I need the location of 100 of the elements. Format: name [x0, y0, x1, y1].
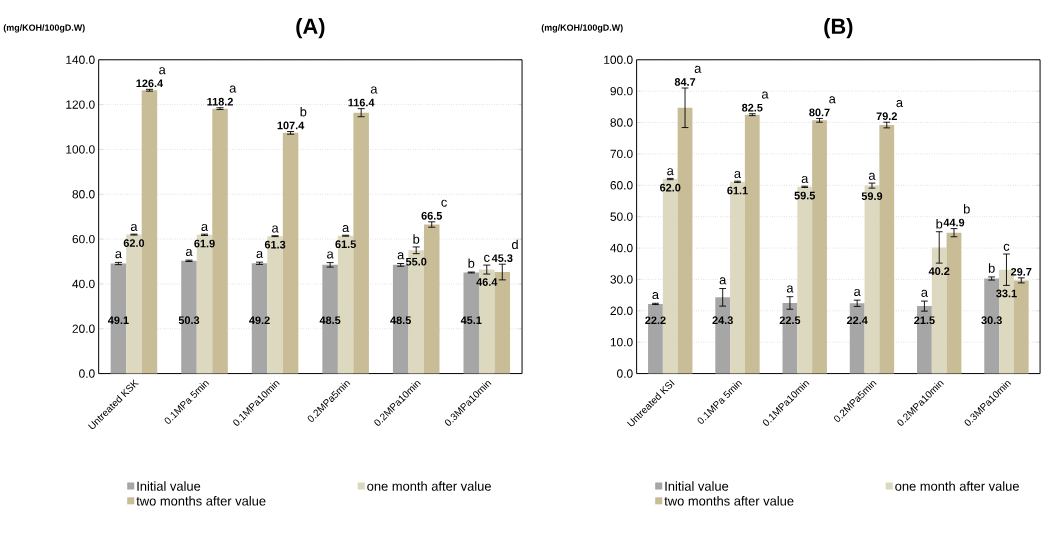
- annotation: a: [734, 170, 742, 179]
- annotation: a: [130, 223, 138, 231]
- data-label: 33.1: [996, 289, 1017, 298]
- legend-label: one month after value: [895, 481, 1019, 491]
- data-label: 22.5: [779, 316, 801, 325]
- data-label: 61.1: [727, 186, 748, 195]
- data-label: 48.5: [319, 316, 341, 325]
- data-label: 126.4: [136, 79, 164, 88]
- data-label: 118.2: [207, 97, 233, 106]
- data-label: 40.2: [928, 267, 950, 276]
- y-tick-label: 30.0: [610, 275, 633, 284]
- chart-title: (B): [824, 18, 853, 39]
- data-label: 22.4: [846, 316, 868, 325]
- annotation: a: [397, 252, 405, 260]
- legend-label: two months after value: [664, 496, 794, 506]
- y-tick-label: 50.0: [610, 212, 633, 221]
- annotation: a: [786, 285, 794, 293]
- data-label: 116.4: [348, 98, 375, 107]
- data-label: 59.9: [861, 192, 883, 201]
- annotation: a: [921, 289, 929, 297]
- annotation: a: [159, 67, 166, 75]
- annotation: b: [300, 106, 307, 117]
- bar: [251, 263, 268, 374]
- y-tick-label: 60.0: [610, 181, 633, 190]
- legend-label: Initial value: [137, 481, 201, 491]
- y-tick-label: 100.0: [66, 145, 95, 154]
- y-tick-label: 0.0: [79, 369, 95, 378]
- y-tick-label: 0.0: [617, 369, 633, 378]
- annotation: a: [694, 65, 702, 73]
- annotation: d: [511, 239, 518, 250]
- annotation: a: [272, 225, 279, 233]
- y-tick-label: 20.0: [72, 324, 95, 333]
- data-label: 59.5: [794, 191, 816, 200]
- data-label: 24.3: [712, 316, 733, 325]
- annotation: b: [988, 263, 995, 273]
- y-tick-label: 100.0: [604, 55, 633, 64]
- y-tick-label: 70.0: [610, 149, 633, 159]
- annotation: b: [468, 258, 475, 268]
- annotation: a: [719, 277, 727, 285]
- annotation: a: [370, 86, 378, 94]
- data-label: 62.0: [123, 239, 145, 247]
- data-label: 46.4: [476, 278, 498, 286]
- annotation: a: [185, 248, 193, 256]
- y-tick-label: 90.0: [610, 86, 633, 96]
- data-label: 44.9: [943, 218, 965, 227]
- annotation: a: [667, 168, 674, 176]
- y-tick-label: 140.0: [66, 55, 95, 64]
- annotation: c: [441, 199, 447, 207]
- data-label: 22.2: [645, 316, 666, 325]
- annotation: a: [854, 288, 861, 296]
- data-label: 62.0: [660, 183, 681, 192]
- annotation: a: [229, 85, 237, 93]
- data-label: 29.7: [1011, 267, 1032, 276]
- data-label: 21.5: [914, 316, 935, 325]
- chart-title: (A): [296, 18, 325, 39]
- data-label: 82.5: [742, 103, 763, 112]
- y-axis-title: (mg/KOH/100gD.W): [541, 24, 623, 33]
- annotation: b: [413, 234, 420, 244]
- data-label: 55.0: [405, 257, 427, 266]
- data-label: 79.2: [876, 112, 897, 121]
- data-label: 61.5: [335, 240, 356, 249]
- data-label: 45.3: [491, 254, 513, 263]
- data-label: 80.7: [809, 108, 830, 117]
- annotation: a: [115, 251, 123, 259]
- legend-label: one month after value: [367, 481, 491, 491]
- y-tick-label: 40.0: [72, 279, 95, 289]
- y-tick-label: 20.0: [610, 306, 633, 316]
- data-label: 45.1: [460, 316, 482, 325]
- y-axis-title: (mg/KOH/100gD.W): [3, 24, 85, 33]
- annotation: b: [936, 219, 943, 229]
- y-tick-label: 80.0: [72, 190, 95, 199]
- bar: [181, 260, 197, 374]
- annotation: a: [896, 100, 904, 108]
- y-tick-label: 60.0: [72, 234, 95, 244]
- annotation: c: [1003, 243, 1010, 251]
- annotation: a: [327, 251, 334, 259]
- bar: [392, 264, 409, 374]
- annotation: a: [761, 91, 769, 99]
- data-label: 49.1: [107, 316, 129, 325]
- annotation: a: [829, 96, 836, 104]
- data-label: 61.9: [194, 239, 215, 248]
- annotation: a: [256, 250, 264, 259]
- data-label: 50.3: [178, 316, 200, 325]
- annotation: c: [484, 254, 490, 262]
- annotation: a: [801, 176, 809, 184]
- data-label: 61.3: [264, 240, 286, 249]
- data-label: 49.2: [249, 316, 270, 325]
- legend-label: two months after value: [136, 496, 266, 506]
- annotation: a: [201, 223, 209, 231]
- bar: [110, 263, 127, 374]
- y-tick-label: 120.0: [66, 100, 95, 109]
- annotation: a: [342, 225, 350, 233]
- y-tick-label: 10.0: [610, 338, 633, 347]
- annotation: a: [652, 292, 660, 300]
- annotation: a: [868, 172, 876, 180]
- data-label: 30.3: [981, 316, 1002, 325]
- data-label: 107.4: [277, 121, 305, 130]
- legend-label: Initial value: [665, 481, 729, 491]
- data-label: 84.7: [674, 78, 696, 86]
- annotation: b: [963, 204, 970, 214]
